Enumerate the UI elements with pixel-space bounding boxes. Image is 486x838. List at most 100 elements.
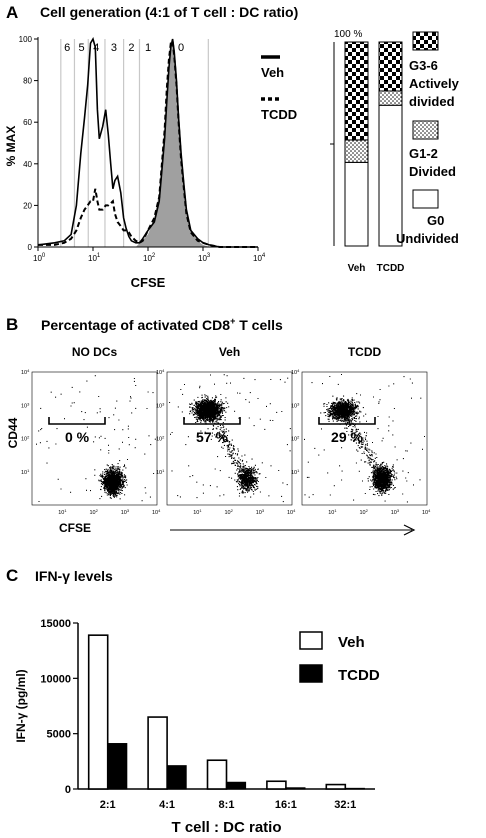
g0-segment xyxy=(344,161,369,247)
legend-veh-label: Veh xyxy=(261,65,284,80)
legend-g1-2-swatch xyxy=(412,120,439,140)
dot-y-tick-label: 101 xyxy=(156,468,165,476)
stack-category-label: Veh xyxy=(348,263,366,274)
dot-plot-title: Veh xyxy=(219,345,240,359)
histogram-y-tick-label: 80 xyxy=(23,77,32,86)
ifn-veh-bar xyxy=(266,780,287,790)
ifn-veh-bar xyxy=(325,783,347,790)
ifn-category-label: 4:1 xyxy=(159,799,175,811)
legend-veh-swatch xyxy=(299,631,323,650)
legend-tcdd-label: TCDD xyxy=(261,107,297,122)
dot-y-tick-label: 102 xyxy=(291,435,300,443)
dot-x-tick-label: 102 xyxy=(360,508,369,516)
dot-y-tick-label: 101 xyxy=(21,468,30,476)
ifn-tcdd-bar xyxy=(225,781,247,790)
gate-percent: 0 % xyxy=(65,429,90,445)
dot-x-tick-label: 102 xyxy=(90,508,99,516)
dot-plot-frame xyxy=(301,371,428,506)
histogram-x-tick-label: 104 xyxy=(253,253,266,263)
cfse-arrow-head-icon xyxy=(403,524,416,536)
generation-label: 5 xyxy=(79,42,85,54)
ifn-y-tick-label: 0 xyxy=(65,784,71,796)
histogram-y-tick-label: 100 xyxy=(19,35,33,44)
ifn-legend-veh-label: Veh xyxy=(338,634,365,651)
dot-y-tick-label: 103 xyxy=(156,401,165,409)
ifn-y-label: IFN-γ (pg/ml) xyxy=(14,669,28,742)
dot-x-tick-label: 103 xyxy=(391,508,400,516)
legend-g1-2-line1: G1-2 xyxy=(409,146,438,161)
ifn-x-label: T cell : DC ratio xyxy=(171,819,281,836)
dot-x-tick-label: 102 xyxy=(225,508,234,516)
histogram-x-tick-label: 102 xyxy=(143,253,156,263)
g1-2-segment xyxy=(378,90,403,106)
generation-label: 3 xyxy=(111,42,117,54)
dot-y-tick-label: 103 xyxy=(21,401,30,409)
legend-g3-6-line3: divided xyxy=(409,94,455,109)
veh-histogram-line xyxy=(37,36,258,248)
ifn-tcdd-bar xyxy=(344,787,365,790)
flow-dot-plots: NO DCs 0 % 101 101 102 102 103 103 104 104 Veh 57 %… xyxy=(21,345,431,516)
dot-plot-frame xyxy=(31,371,158,506)
ifn-category-label: 8:1 xyxy=(219,799,235,811)
dot-y-tick-label: 101 xyxy=(291,468,300,476)
ifn-y-tick-label: 15000 xyxy=(40,618,71,630)
histogram-y-tick-label: 40 xyxy=(23,160,32,169)
dot-x-tick-label: 104 xyxy=(422,508,431,516)
ifn-legend-tcdd-label: TCDD xyxy=(338,667,380,684)
dot-plot-events xyxy=(169,374,291,503)
histogram-x-tick-label: 103 xyxy=(198,253,211,263)
ifn-tcdd-bar xyxy=(107,743,128,790)
histogram-y-label: % MAX xyxy=(4,126,18,167)
dot-x-tick-label: 103 xyxy=(256,508,265,516)
panel-a-label: A xyxy=(6,3,18,22)
dot-y-tick-label: 104 xyxy=(21,368,30,376)
legend-g0-line1: G0 xyxy=(427,213,444,228)
ifn-veh-bar xyxy=(147,716,168,790)
generation-label: 4 xyxy=(93,42,99,54)
g3-6-segment xyxy=(378,41,403,92)
ifn-y-tick-label: 5000 xyxy=(47,729,71,741)
gate-percent: 57 % xyxy=(196,429,228,445)
dot-x-tick-label: 103 xyxy=(121,508,130,516)
panel-b-title: Percentage of activated CD8+ T cells xyxy=(41,316,283,333)
gate-bracket xyxy=(318,417,376,425)
dot-y-tick-label: 102 xyxy=(21,435,30,443)
histogram-y-tick-label: 20 xyxy=(23,201,32,210)
panel-b-label: B xyxy=(6,315,18,334)
generation-label: 1 xyxy=(145,42,151,54)
gate-bracket xyxy=(183,417,241,425)
panel-c-title: IFN-γ levels xyxy=(35,568,113,584)
g3-6-segment xyxy=(344,41,369,141)
panel-c-label: C xyxy=(6,566,18,585)
legend-g3-6-swatch xyxy=(412,31,439,51)
dot-x-tick-label: 104 xyxy=(287,508,296,516)
stack-top-label: 100 % xyxy=(334,29,362,40)
dot-y-tick-label: 104 xyxy=(156,368,165,376)
dot-y-tick-label: 102 xyxy=(156,435,165,443)
ifn-veh-bar xyxy=(206,759,228,790)
ifn-tcdd-bar xyxy=(166,765,187,790)
histogram-y-tick-label: 0 xyxy=(28,243,33,252)
ifn-category-label: 2:1 xyxy=(100,799,116,811)
g1-2-segment xyxy=(344,139,369,163)
dot-plot-title: NO DCs xyxy=(72,345,118,359)
ifn-gamma-bar-chart: 0 5000 10000 15000 2:1 4:1 8:1 16:1 32:1 IFN-γ (p… xyxy=(14,618,375,836)
generation-stacked-bar: Veh TCDD xyxy=(330,41,405,274)
histogram-x-tick-label: 101 xyxy=(88,253,101,263)
dot-x-tick-label: 101 xyxy=(328,508,337,516)
ifn-tcdd-bar xyxy=(285,787,306,790)
legend-g0-swatch xyxy=(412,189,439,209)
ifn-y-tick-label: 10000 xyxy=(40,673,71,685)
histogram-x-label: CFSE xyxy=(131,275,166,290)
legend-tcdd-swatch xyxy=(299,664,323,683)
generation-label: 6 xyxy=(64,42,70,54)
flow-x-label: CFSE xyxy=(59,521,91,535)
dot-x-tick-label: 101 xyxy=(58,508,67,516)
dot-x-tick-label: 101 xyxy=(193,508,202,516)
dot-plot-events xyxy=(304,373,425,503)
stack-category-label: TCDD xyxy=(377,263,405,274)
ifn-veh-bar xyxy=(87,634,109,790)
g0-segment xyxy=(378,104,403,247)
